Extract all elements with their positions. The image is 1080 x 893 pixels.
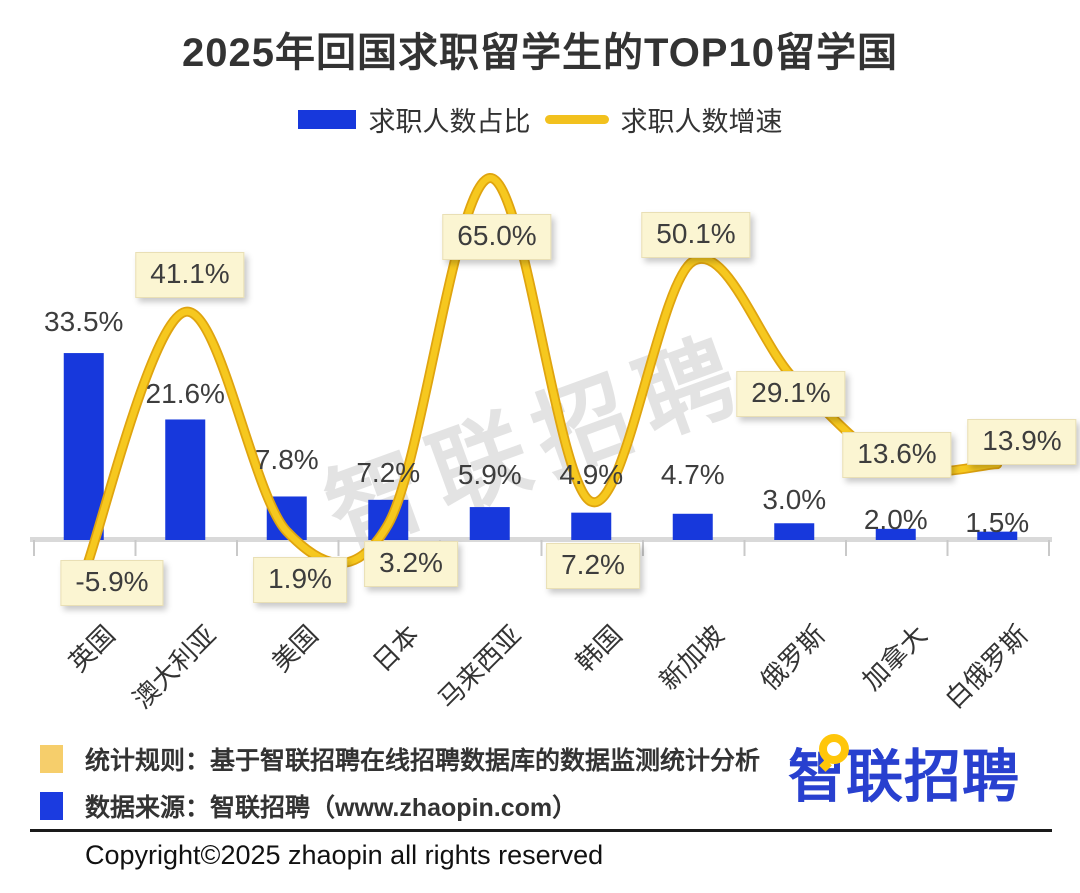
legend-line-label: 求职人数增速 [620,107,783,137]
bar-马来西亚 [469,507,510,540]
bar-澳大利亚 [165,419,206,540]
bar-韩国 [571,512,612,540]
legend-line-swatch-icon [544,115,609,124]
footnote-source-text: 数据来源：智联招聘（www.zhaopin.com） [85,794,578,822]
bar-俄罗斯 [774,523,815,540]
x-axis-tick [642,540,644,556]
bar-value-label: 4.9% [559,459,624,490]
x-axis-tick [33,540,35,556]
footnote-source-row: 数据来源：智联招聘（www.zhaopin.com） [40,788,760,824]
x-axis-tick [946,540,949,556]
footnotes: 统计规则：基于智联招聘在线招聘数据库的数据监测统计分析 数据来源：智联招聘（ww… [40,741,760,835]
copyright: Copyright©2025 zhaopin all rights reserv… [85,840,604,870]
line-value-label: 13.9% [967,419,1077,465]
line-value-label: 1.9% [253,557,347,603]
x-axis-tick [236,540,238,556]
x-axis-line [30,537,1052,542]
x-axis-tick [337,540,340,556]
x-axis-tick [540,540,543,556]
bar-value-label: 7.8% [254,444,319,475]
blue-square-icon [40,792,63,820]
x-axis-tick [1048,540,1050,556]
bar-value-label: 1.5% [965,507,1030,538]
line-value-label: 65.0% [442,214,552,260]
yellow-square-icon [40,745,63,773]
line-value-label: 13.6% [842,432,952,478]
line-value-label: 41.1% [135,252,245,298]
bar-value-label: 3.0% [762,484,827,515]
bar-value-label: 33.5% [44,306,124,337]
x-axis-tick [743,540,746,556]
bar-新加坡 [672,513,713,540]
bar-加拿大 [875,528,916,540]
bar-value-label: 21.6% [145,378,225,409]
line-value-label: 3.2% [364,541,458,587]
logo-pin-icon [819,734,849,764]
footnote-rule-text: 统计规则：基于智联招聘在线招聘数据库的数据监测统计分析 [85,747,761,775]
bar-value-label: 4.7% [660,459,725,490]
line-value-label: -5.9% [60,560,164,606]
line-value-label: 29.1% [736,371,846,417]
chart-legend: 求职人数占比 求职人数增速 [0,100,1080,139]
x-axis-tick [134,540,137,556]
line-value-label: 50.1% [641,212,751,258]
bar-value-label: 2.0% [863,504,928,535]
line-value-label: 7.2% [546,543,640,589]
bar-白俄罗斯 [977,531,1018,540]
footer-divider [30,829,1052,832]
zhaopin-logo: 智联招聘 [788,731,1028,809]
bar-value-label: 7.2% [356,457,421,488]
footnote-rule-row: 统计规则：基于智联招聘在线招聘数据库的数据监测统计分析 [40,741,760,777]
page-title: 2025年回国求职留学生的TOP10留学国 [182,31,898,75]
legend-bar-label: 求职人数占比 [368,107,531,137]
x-axis-tick [845,540,847,556]
bar-value-label: 5.9% [457,459,522,490]
bar-英国 [63,353,104,540]
legend-bar-swatch-icon [297,110,356,129]
